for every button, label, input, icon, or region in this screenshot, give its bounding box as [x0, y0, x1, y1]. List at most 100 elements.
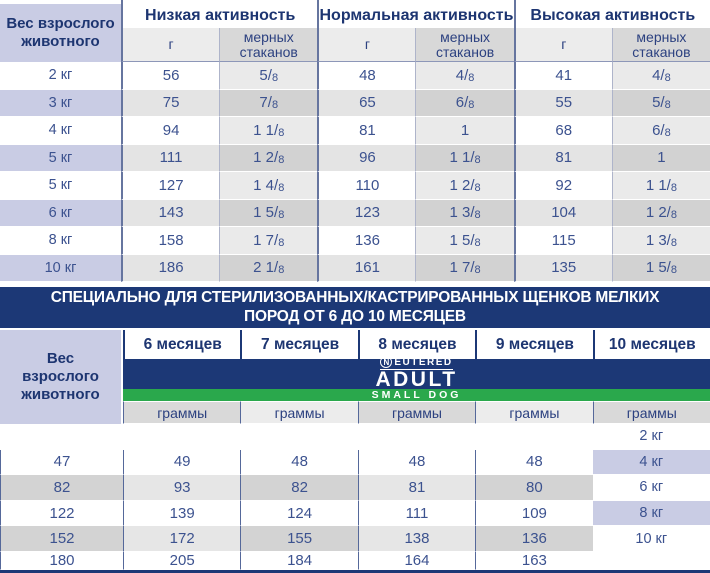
grams-value-cell: 163 — [475, 551, 593, 570]
grams-value-cell: 136 — [317, 227, 416, 255]
 — [0, 424, 123, 450]
grams-value-cell: 158 — [121, 227, 220, 255]
 — [240, 424, 357, 450]
unit-label-cell: граммы — [475, 401, 593, 424]
 — [358, 424, 475, 450]
grams-value-cell: 48 — [240, 449, 358, 476]
weight-cell: 5 кг — [0, 144, 121, 172]
weight-cell: 10 кг — [592, 526, 710, 552]
grams-value-cell: 123 — [317, 199, 416, 227]
month-header-cell: 8 месяцев — [357, 330, 476, 359]
weight-cell: 4 кг — [0, 117, 121, 145]
 — [475, 424, 592, 450]
neutered-logo: N EUTERED — [380, 359, 453, 370]
grams-value-cell: 143 — [121, 199, 220, 227]
grams-value-cell: 92 — [513, 172, 612, 200]
cups-value-cell: 1 1/8 — [611, 172, 710, 200]
grams-value-cell: 68 — [513, 117, 612, 145]
grams-value-cell: 138 — [357, 526, 476, 552]
grams-value-cell: 122 — [0, 500, 123, 527]
adult-label: ADULT — [375, 368, 458, 389]
cups-value-cell: 5/8 — [219, 62, 318, 90]
cups-value-cell: 1 7/8 — [415, 254, 514, 282]
weight-cell: 2 кг — [592, 424, 710, 450]
unit-label-cell: граммы — [357, 401, 476, 424]
grams-value-cell: 186 — [121, 254, 220, 282]
grams-value-cell: 41 — [513, 62, 612, 90]
cups-value-cell: 1 5/8 — [219, 199, 318, 227]
weight-cell: 8 кг — [592, 500, 710, 527]
cups-value-cell: 7/8 — [219, 89, 318, 117]
 — [123, 424, 240, 450]
grams-value-cell: 94 — [121, 117, 220, 145]
grams-value-cell: 155 — [240, 526, 358, 552]
cups-value-cell: 1 3/8 — [415, 199, 514, 227]
cups-value-cell: 5/8 — [611, 89, 710, 117]
cups-value-cell: 1 2/8 — [611, 199, 710, 227]
cups-value-cell: 1 1/8 — [415, 144, 514, 172]
grams-value-cell: 139 — [123, 500, 241, 527]
grams-value-cell: 115 — [513, 227, 612, 255]
brand-band: N EUTERED ADULT — [123, 359, 710, 389]
grams-value-cell: 56 — [121, 62, 220, 90]
weight-cell: 6 кг — [0, 199, 121, 227]
month-header-cell: 7 месяцев — [240, 330, 358, 359]
weight-cell: 3 кг — [0, 89, 121, 117]
grams-value-cell: 82 — [0, 475, 123, 501]
cups-value-cell: 1 4/8 — [219, 172, 318, 200]
cups-subheader: мерных стаканов — [219, 28, 318, 62]
weight-cell: 4 кг — [592, 449, 710, 476]
cups-value-cell: 1 — [415, 117, 514, 145]
grams-value-cell: 111 — [121, 144, 220, 172]
grams-value-cell: 110 — [317, 172, 416, 200]
grams-subheader: г — [121, 28, 220, 62]
weight-cell: 6 кг — [592, 475, 710, 501]
grams-value-cell: 82 — [240, 475, 358, 501]
n-circle-icon: N — [380, 359, 393, 368]
grams-value-cell: 136 — [475, 526, 593, 552]
grams-value-cell: 81 — [513, 144, 612, 172]
grams-value-cell: 75 — [121, 89, 220, 117]
puppy-months-feeding-table: Вес взрослого животного 6 месяцев 7 месяц… — [0, 330, 710, 573]
banner-text-line2: ПОРОД ОТ 6 ДО 10 МЕСЯЦЕВ — [244, 307, 466, 325]
grams-value-cell: 124 — [240, 500, 358, 527]
cups-value-cell: 1 5/8 — [611, 254, 710, 282]
grams-value-cell: 180 — [0, 551, 123, 570]
unit-label-cell: граммы — [123, 401, 241, 424]
weight-cell: 10 кг — [0, 254, 121, 282]
weight-header-cell: Вес взрослого животного — [0, 330, 123, 424]
cups-subheader: мерных стаканов — [611, 28, 710, 62]
grams-value-cell: 48 — [357, 449, 476, 476]
grams-value-cell: 161 — [317, 254, 416, 282]
grams-value-cell: 81 — [317, 117, 416, 145]
cups-value-cell: 1 2/8 — [415, 172, 514, 200]
grams-value-cell: 135 — [513, 254, 612, 282]
small-dog-band: SMALL DOG — [123, 389, 710, 401]
grams-subheader: г — [317, 28, 416, 62]
grams-value-cell: 93 — [123, 475, 241, 501]
grams-value-cell: 48 — [475, 449, 593, 476]
group-header-high-activity: Высокая активность — [513, 0, 710, 28]
weight-cell: 5 кг — [0, 172, 121, 200]
grams-value-cell: 184 — [240, 551, 358, 570]
group-header-low-activity: Низкая активность — [121, 0, 318, 28]
weight-cell: 2 кг — [0, 62, 121, 90]
grams-value-cell: 96 — [317, 144, 416, 172]
grams-value-cell: 48 — [317, 62, 416, 90]
weight-cell: 8 кг — [0, 227, 121, 255]
cups-value-cell: 2 1/8 — [219, 254, 318, 282]
month-header-cell: 6 месяцев — [123, 330, 241, 359]
cups-value-cell: 6/8 — [415, 89, 514, 117]
grams-value-cell: 205 — [123, 551, 241, 570]
grams-subheader: г — [513, 28, 612, 62]
cups-value-cell: 6/8 — [611, 117, 710, 145]
grams-value-cell: 109 — [475, 500, 593, 527]
grams-value-cell: 152 — [0, 526, 123, 552]
grams-value-cell: 65 — [317, 89, 416, 117]
grams-value-cell: 55 — [513, 89, 612, 117]
unit-label-cell: граммы — [240, 401, 358, 424]
grams-value-cell: 80 — [475, 475, 593, 501]
grams-value-cell: 127 — [121, 172, 220, 200]
promo-banner: СПЕЦИАЛЬНО ДЛЯ СТЕРИЛИЗОВАННЫХ/КАСТРИРОВ… — [0, 287, 710, 328]
cups-value-cell: 1 7/8 — [219, 227, 318, 255]
